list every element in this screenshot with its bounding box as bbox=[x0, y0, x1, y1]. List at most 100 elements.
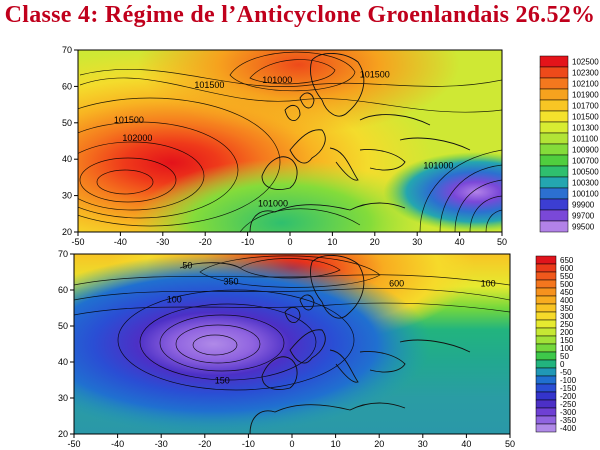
z500-y-axis: 70 60 50 40 30 20 bbox=[58, 249, 74, 439]
colorbar-swatch bbox=[539, 66, 569, 79]
colorbar-swatch bbox=[535, 343, 557, 353]
colorbar-label: 50 bbox=[560, 352, 569, 361]
colorbar-swatch bbox=[539, 121, 569, 134]
colorbar-label: 650 bbox=[560, 256, 574, 265]
slp-map-panel: -50 -40 -30 -20 -10 0 10 20 30 40 50 706050403020 … bbox=[62, 45, 599, 247]
y-tick-label: 60 bbox=[62, 81, 72, 91]
colorbar-swatch bbox=[535, 263, 557, 273]
x-tick-label: 40 bbox=[455, 237, 465, 247]
colorbar-swatch bbox=[535, 359, 557, 369]
colorbar-label: 99500 bbox=[572, 223, 595, 232]
colorbar-swatch bbox=[535, 311, 557, 321]
contour-label: 101000 bbox=[262, 75, 292, 85]
y-tick-label: 20 bbox=[62, 227, 72, 237]
x-tick-label: 10 bbox=[331, 439, 341, 449]
x-tick-label: -40 bbox=[111, 439, 124, 449]
colorbar-swatch bbox=[535, 255, 557, 265]
colorbar-label: 350 bbox=[560, 304, 574, 313]
y-tick-label: 40 bbox=[58, 357, 68, 367]
colorbar-label: 101100 bbox=[572, 135, 599, 144]
colorbar-swatch bbox=[535, 383, 557, 393]
colorbar-swatch bbox=[535, 295, 557, 305]
z500-colorbar: 650600550500450400350300250200150100500-… bbox=[535, 255, 577, 433]
colorbar-label: 400 bbox=[560, 296, 574, 305]
x-tick-label: -50 bbox=[71, 237, 84, 247]
colorbar-swatch bbox=[535, 367, 557, 377]
colorbar-swatch bbox=[539, 154, 569, 167]
colorbar-label: 0 bbox=[560, 360, 565, 369]
slp-x-axis: -50 -40 -30 -20 -10 0 10 20 30 40 50 bbox=[71, 232, 507, 247]
x-tick-label: 10 bbox=[327, 237, 337, 247]
colorbar-label: -50 bbox=[560, 368, 572, 377]
contour-label: 102000 bbox=[122, 133, 152, 143]
colorbar-label: 102300 bbox=[572, 69, 599, 78]
slp-colorbar: 102500 102300 102100 101900 101700 101500 1013… bbox=[539, 55, 599, 233]
colorbar-swatch bbox=[535, 391, 557, 401]
slp-isobars bbox=[78, 51, 502, 232]
contour-label: 101500 bbox=[194, 80, 224, 90]
colorbar-label: 100 bbox=[560, 344, 574, 353]
colorbar-swatch bbox=[539, 77, 569, 90]
colorbar-label: -400 bbox=[560, 424, 577, 433]
x-tick-label: -20 bbox=[199, 237, 212, 247]
colorbar-swatch bbox=[535, 399, 557, 409]
colorbar-label: 101500 bbox=[572, 113, 599, 122]
colorbar-swatch bbox=[535, 271, 557, 281]
slp-contour-labels: 101500 101500 102000 101000 101000 101500 1010… bbox=[114, 69, 454, 208]
z500-contour-labels: 350 100 100 150 50 600 bbox=[167, 260, 496, 385]
colorbar-swatch bbox=[539, 143, 569, 156]
colorbar-swatch bbox=[535, 303, 557, 313]
colorbar-swatch bbox=[539, 209, 569, 222]
colorbar-label: 500 bbox=[560, 280, 574, 289]
colorbar-swatch bbox=[539, 132, 569, 145]
y-tick-label: 70 bbox=[62, 45, 72, 55]
x-tick-label: 30 bbox=[418, 439, 428, 449]
x-tick-label: -40 bbox=[114, 237, 127, 247]
x-tick-label: -20 bbox=[198, 439, 211, 449]
colorbar-label: 102100 bbox=[572, 80, 599, 89]
colorbar-swatch bbox=[539, 176, 569, 189]
contour-label: 101500 bbox=[114, 115, 144, 125]
contour-label: 600 bbox=[389, 278, 404, 288]
y-tick-label: 40 bbox=[62, 154, 72, 164]
colorbar-label: 550 bbox=[560, 272, 574, 281]
colorbar-label: 100500 bbox=[572, 168, 599, 177]
y-tick-label: 70 bbox=[58, 249, 68, 259]
y-tick-label: 30 bbox=[62, 191, 72, 201]
colorbar-swatch bbox=[539, 110, 569, 123]
z500-field bbox=[74, 254, 510, 434]
slp-coastlines bbox=[249, 53, 471, 232]
colorbar-label: -350 bbox=[560, 416, 577, 425]
x-tick-label: 0 bbox=[287, 237, 292, 247]
x-tick-label: 50 bbox=[505, 439, 515, 449]
colorbar-swatch bbox=[535, 279, 557, 289]
colorbar-label: -100 bbox=[560, 376, 577, 385]
colorbar-swatch bbox=[535, 327, 557, 337]
z500-map-panel: -50 -40 -30 -20 -10 0 10 20 30 40 50 706050403020 … bbox=[58, 249, 577, 449]
contour-label: 101000 bbox=[258, 199, 288, 209]
colorbar-swatch bbox=[535, 319, 557, 329]
colorbar-label: 102500 bbox=[572, 58, 599, 67]
y-tick-label: 60 bbox=[58, 285, 68, 295]
x-tick-label: 50 bbox=[497, 237, 507, 247]
contour-label: 100 bbox=[481, 278, 496, 288]
x-tick-label: -30 bbox=[156, 237, 169, 247]
colorbar-swatch bbox=[535, 335, 557, 345]
y-tick-label: 30 bbox=[58, 393, 68, 403]
colorbar-label: 101900 bbox=[572, 91, 599, 100]
figure-title: Classe 4: Régime de l’Anticyclone Groenl… bbox=[4, 2, 596, 28]
y-tick-label: 50 bbox=[58, 321, 68, 331]
colorbar-label: 101700 bbox=[572, 102, 599, 111]
x-tick-label: 20 bbox=[370, 237, 380, 247]
colorbar-swatch bbox=[539, 99, 569, 112]
contour-label: 150 bbox=[215, 376, 230, 386]
colorbar-swatch bbox=[535, 375, 557, 385]
x-tick-label: 0 bbox=[289, 439, 294, 449]
z500-coastlines bbox=[179, 255, 471, 434]
colorbar-label: 100900 bbox=[572, 146, 599, 155]
z500-contours bbox=[74, 255, 510, 391]
x-tick-label: -30 bbox=[155, 439, 168, 449]
colorbar-swatch bbox=[539, 187, 569, 200]
colorbar-label: -200 bbox=[560, 392, 577, 401]
colorbar-label: 250 bbox=[560, 320, 574, 329]
